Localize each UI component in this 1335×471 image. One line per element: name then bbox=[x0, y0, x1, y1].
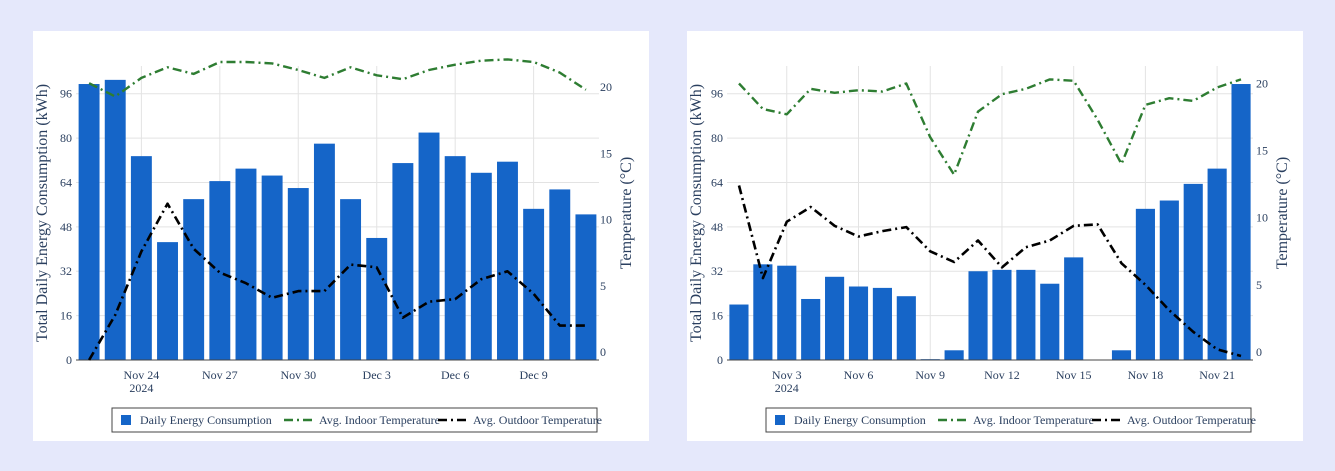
energy-bar bbox=[729, 304, 749, 360]
energy-bar bbox=[183, 199, 205, 360]
energy-bar bbox=[523, 208, 545, 360]
legend-outdoor-label: Avg. Outdoor Temperature bbox=[1127, 413, 1256, 427]
energy-bar bbox=[287, 188, 309, 360]
y-tick-label: 16 bbox=[711, 309, 723, 323]
x-tick-label: Dec 9 bbox=[519, 368, 547, 382]
x-tick-label: Nov 27 bbox=[202, 368, 238, 382]
y-tick-label: 64 bbox=[711, 175, 723, 189]
energy-bar bbox=[848, 286, 869, 360]
x-tick-label: Nov 24 bbox=[124, 368, 160, 382]
legend-box bbox=[111, 407, 598, 433]
energy-bar bbox=[1111, 350, 1132, 360]
energy-bar bbox=[1207, 168, 1227, 360]
energy-bar bbox=[313, 143, 335, 360]
x-tick-label: Nov 15 bbox=[1056, 368, 1092, 382]
legend-box bbox=[765, 407, 1252, 433]
legend-energy-swatch bbox=[121, 415, 131, 425]
energy-bar bbox=[418, 132, 440, 360]
x-tick-label: Dec 6 bbox=[441, 368, 469, 382]
y2-axis-title: Temperature (°C) bbox=[1274, 157, 1291, 269]
y-tick-label: 0 bbox=[66, 353, 72, 367]
energy-bar bbox=[1064, 257, 1084, 360]
indoor-temperature-line bbox=[88, 58, 587, 98]
energy-bar bbox=[872, 287, 892, 360]
energy-bar bbox=[392, 163, 414, 360]
y-tick-label: 48 bbox=[711, 220, 723, 234]
energy-bar bbox=[1135, 208, 1155, 360]
legend-energy-label: Daily Energy Consumption bbox=[140, 413, 272, 427]
x-tick-label: Nov 12 bbox=[984, 368, 1020, 382]
y2-tick-label: 5 bbox=[600, 279, 606, 293]
energy-bar bbox=[944, 350, 964, 360]
energy-bar bbox=[209, 181, 231, 360]
energy-bar bbox=[130, 156, 152, 360]
y2-tick-label: 0 bbox=[1256, 345, 1262, 359]
energy-bar bbox=[444, 156, 466, 360]
y-tick-label: 32 bbox=[60, 264, 72, 278]
y2-tick-label: 10 bbox=[1256, 211, 1268, 225]
energy-bar bbox=[497, 161, 518, 360]
x-tick-label: Nov 3 bbox=[772, 368, 802, 382]
energy-bar bbox=[1040, 283, 1060, 360]
legend-outdoor-label: Avg. Outdoor Temperature bbox=[473, 413, 602, 427]
outdoor-temperature-line bbox=[737, 185, 1242, 358]
energy-bar bbox=[801, 298, 821, 360]
energy-bar bbox=[968, 271, 988, 360]
y2-tick-label: 15 bbox=[600, 146, 612, 160]
chart-panel-right: 0 16 32 48 64 80 96 0 5 10 15 20 Nov 3 2024 Nov 6 Nov 9… bbox=[687, 31, 1303, 441]
x-tick-label: Nov 30 bbox=[280, 368, 316, 382]
y2-axis-title: Temperature (°C) bbox=[618, 157, 635, 269]
energy-bar bbox=[235, 168, 257, 360]
y2-tick-label: 0 bbox=[600, 345, 606, 359]
energy-bar bbox=[825, 276, 845, 360]
y-tick-label: 32 bbox=[711, 264, 723, 278]
energy-bar bbox=[753, 264, 773, 360]
energy-bar bbox=[1183, 183, 1203, 360]
energy-bar bbox=[1231, 84, 1251, 360]
x-tick-label: Nov 6 bbox=[844, 368, 874, 382]
energy-bar bbox=[261, 175, 283, 360]
y-tick-label: 96 bbox=[711, 87, 723, 101]
y-tick-label: 0 bbox=[717, 353, 723, 367]
legend-indoor-label: Avg. Indoor Temperature bbox=[973, 413, 1094, 427]
energy-bar bbox=[78, 84, 100, 360]
y-axis-title: Total Daily Energy Consumption (kWh) bbox=[34, 84, 51, 342]
energy-bar bbox=[575, 214, 597, 360]
y-tick-label: 64 bbox=[60, 175, 72, 189]
y2-tick-label: 5 bbox=[1256, 278, 1262, 292]
energy-bar bbox=[549, 189, 571, 360]
y2-tick-label: 20 bbox=[600, 80, 612, 94]
y-tick-label: 80 bbox=[711, 131, 723, 145]
energy-bar bbox=[896, 296, 916, 360]
x-tick-label: Nov 18 bbox=[1128, 368, 1164, 382]
legend-energy-label: Daily Energy Consumption bbox=[794, 413, 926, 427]
legend-energy-swatch bbox=[775, 415, 785, 425]
x-tick-label: Nov 21 bbox=[1199, 368, 1235, 382]
energy-bar bbox=[366, 237, 388, 360]
energy-bar bbox=[1159, 200, 1179, 360]
chart-panel-left: 0 16 32 48 64 80 96 0 5 10 15 20 Nov 24 2024 Nov 27 Nov… bbox=[33, 31, 649, 441]
y2-tick-label: 10 bbox=[600, 213, 612, 227]
y-tick-label: 16 bbox=[60, 309, 72, 323]
x-tick-year-label: 2024 bbox=[129, 381, 153, 395]
energy-bar bbox=[340, 199, 362, 360]
y-tick-label: 96 bbox=[60, 87, 72, 101]
energy-bar bbox=[1016, 269, 1036, 360]
y2-tick-label: 15 bbox=[1256, 144, 1268, 158]
energy-bar bbox=[470, 172, 492, 360]
energy-bar bbox=[777, 265, 797, 360]
legend-indoor-label: Avg. Indoor Temperature bbox=[319, 413, 440, 427]
energy-bar bbox=[104, 79, 126, 360]
x-tick-year-label: 2024 bbox=[775, 381, 799, 395]
y-tick-label: 80 bbox=[60, 131, 72, 145]
y-axis-title: Total Daily Energy Consumption (kWh) bbox=[688, 84, 705, 342]
y2-tick-label: 20 bbox=[1256, 76, 1268, 90]
x-tick-label: Dec 3 bbox=[363, 368, 391, 382]
energy-bar bbox=[157, 242, 178, 360]
x-tick-label: Nov 9 bbox=[915, 368, 945, 382]
y-tick-label: 48 bbox=[60, 220, 72, 234]
energy-bar bbox=[992, 269, 1012, 360]
